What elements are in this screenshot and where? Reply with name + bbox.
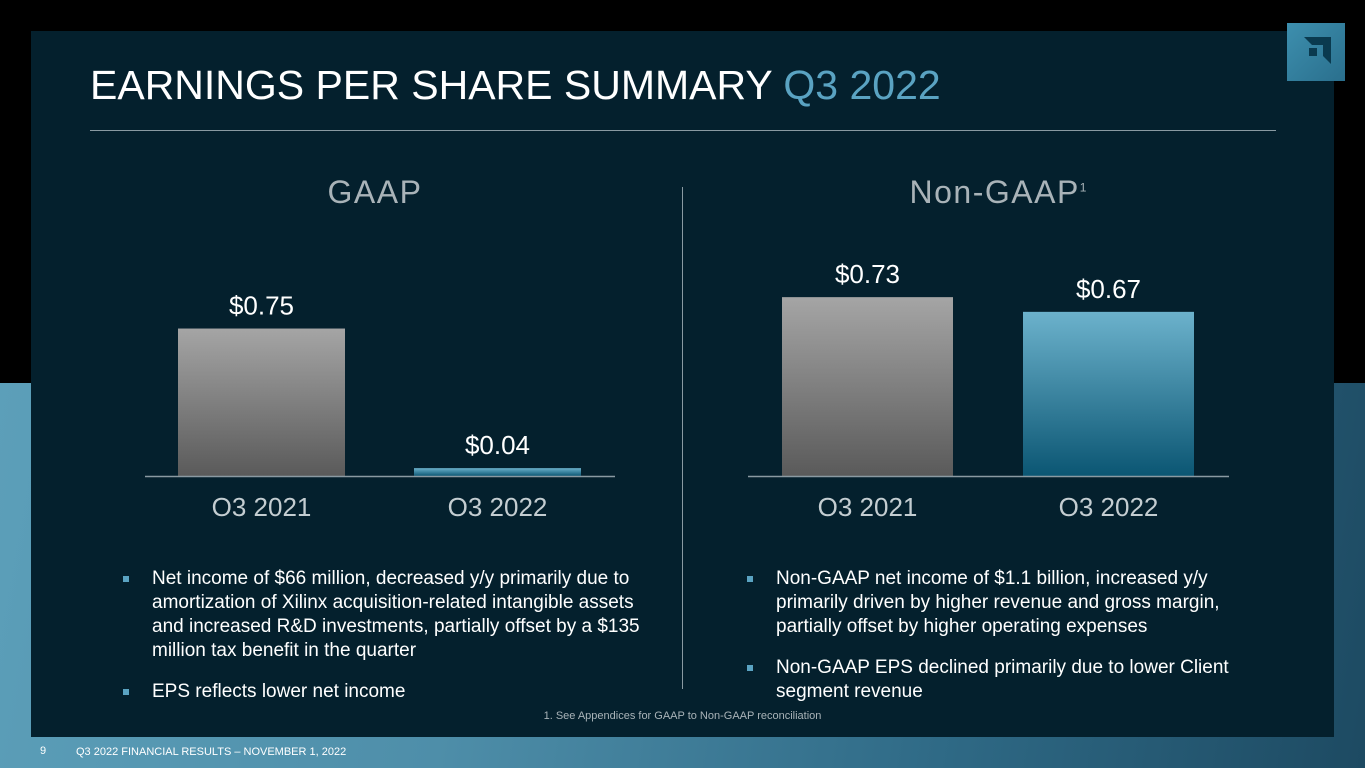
title-rule xyxy=(90,130,1276,131)
non-gaap-title: Non-GAAP xyxy=(909,174,1080,210)
bar-value-label: $0.75 xyxy=(229,291,294,321)
category-label: O3 2022 xyxy=(1059,492,1159,522)
bar-value-label: $0.67 xyxy=(1076,274,1141,304)
footnote-marker: 1 xyxy=(1079,180,1087,195)
bar-o3-2021 xyxy=(178,328,345,476)
page-number: 9 xyxy=(40,745,47,757)
amd-arrow-icon xyxy=(1304,37,1331,64)
footnote: 1. See Appendices for GAAP to Non-GAAP r… xyxy=(543,710,822,722)
gaap-title: GAAP xyxy=(327,174,423,210)
non-gaap-bullet-list: Non-GAAP net income of $1.1 billion, inc… xyxy=(744,567,1274,721)
bar-o3-2022 xyxy=(414,468,581,476)
title-main: EARNINGS PER SHARE SUMMARY xyxy=(90,62,772,108)
footer-text: Q3 2022 FINANCIAL RESULTS – NOVEMBER 1, … xyxy=(76,746,347,758)
category-label: O3 2022 xyxy=(448,492,548,522)
gaap-bullet: Net income of $66 million, decreased y/y… xyxy=(120,567,650,663)
bar-value-label: $0.73 xyxy=(835,259,900,289)
non-gaap-bullet: Non-GAAP EPS declined primarily due to l… xyxy=(744,656,1274,704)
bar-value-label: $0.04 xyxy=(465,430,530,460)
title-accent: Q3 2022 xyxy=(783,62,941,108)
bar-o3-2021 xyxy=(782,297,953,476)
non-gaap-section-title: Non-GAAP1 xyxy=(848,174,1148,211)
category-label: O3 2021 xyxy=(212,492,312,522)
page-title: EARNINGS PER SHARE SUMMARY Q3 2022 xyxy=(90,62,941,109)
gaap-bullet: EPS reflects lower net income xyxy=(120,680,650,704)
gaap-section-title: GAAP xyxy=(225,174,525,211)
non-gaap-bullet: Non-GAAP net income of $1.1 billion, inc… xyxy=(744,567,1274,639)
section-divider xyxy=(682,187,683,689)
category-label: O3 2021 xyxy=(818,492,918,522)
bar-o3-2022 xyxy=(1023,311,1194,476)
gaap-bullet-list: Net income of $66 million, decreased y/y… xyxy=(120,567,650,721)
amd-logo xyxy=(1287,23,1345,81)
